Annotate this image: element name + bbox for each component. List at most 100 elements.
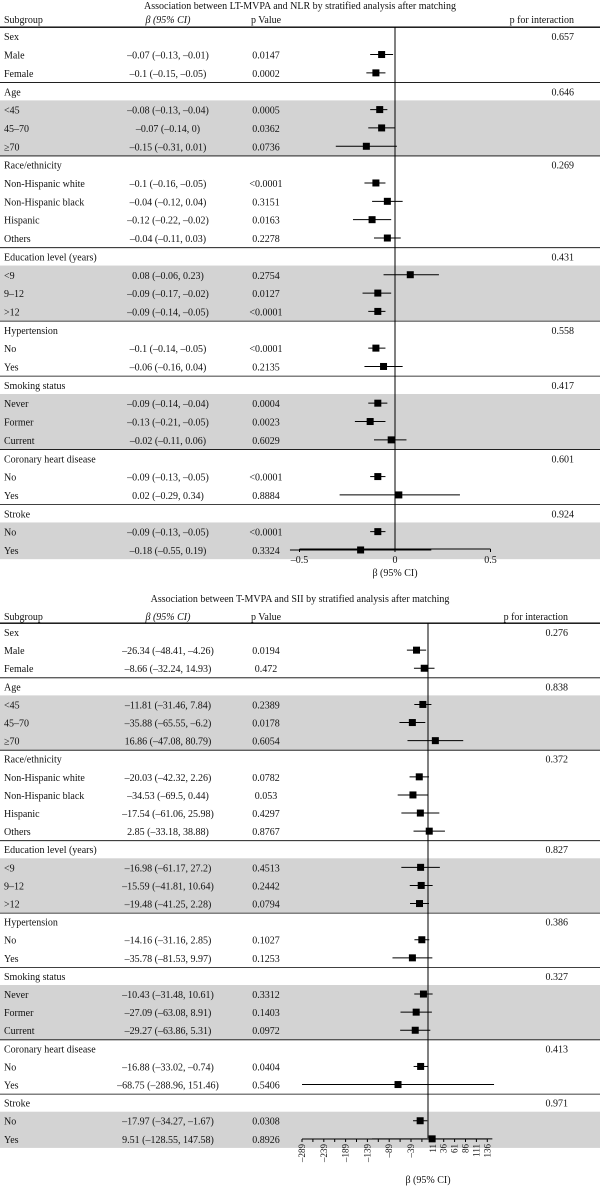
header-beta: β (95% CI): [145, 612, 192, 623]
x-tick-label: 86: [460, 1144, 470, 1154]
point-estimate: [417, 863, 425, 871]
beta-ci-text: 16.86 (–47.08, 80.79): [125, 737, 212, 748]
p-value: 0.0004: [252, 399, 280, 410]
beta-ci-text: –0.04 (–0.11, 0.03): [129, 234, 206, 245]
header-interaction: p for interaction: [504, 612, 568, 623]
beta-ci-text: –68.75 (–288.96, 151.46): [116, 1081, 219, 1092]
subgroup-label: <45: [4, 700, 20, 711]
subgroup-label: Hispanic: [4, 809, 40, 820]
group-label: Age: [4, 87, 21, 98]
subgroup-label: <45: [4, 106, 20, 117]
beta-ci-text: –0.07 (–0.13, –0.01): [126, 51, 209, 62]
table-rows: Sex 0.657 Male –0.07 (–0.13, –0.01) 0.0147 Fe…: [0, 26, 600, 560]
beta-ci-text: 9.51 (–128.55, 147.58): [122, 1135, 214, 1146]
subgroup-label: 45–70: [4, 719, 29, 730]
p-value: 0.5406: [252, 1081, 280, 1092]
point-estimate: [416, 900, 424, 908]
group-label: Race/ethnicity: [4, 755, 62, 766]
interaction-p-value: 0.558: [552, 326, 575, 337]
p-value: <0.0001: [249, 528, 282, 539]
point-estimate: [418, 936, 426, 944]
p-value: 0.0147: [252, 51, 280, 62]
beta-ci-text: –8.66 (–32.24, 14.93): [124, 664, 212, 675]
p-value: 0.8926: [252, 1135, 280, 1146]
table-header: Subgroup β (95% CI) p Value p for intera…: [4, 612, 568, 623]
beta-ci-text: –0.09 (–0.13, –0.05): [126, 473, 209, 484]
interaction-p-value: 0.372: [546, 755, 569, 766]
point-estimate: [395, 491, 403, 499]
p-value: 0.1027: [252, 936, 280, 947]
interaction-p-value: 0.971: [546, 1099, 569, 1110]
x-tick-label: 61: [450, 1144, 460, 1153]
p-value: 0.0023: [252, 418, 280, 429]
point-estimate: [417, 1062, 425, 1070]
point-estimate: [411, 1026, 419, 1034]
point-estimate: [380, 362, 388, 370]
subgroup-label: 9–12: [4, 881, 24, 892]
subgroup-label: Male: [4, 51, 25, 62]
point-estimate: [394, 1081, 402, 1089]
x-tick-label: 0: [393, 555, 398, 566]
x-tick-label: –289: [297, 1144, 307, 1164]
interaction-p-value: 0.431: [552, 252, 575, 263]
subgroup-label: Male: [4, 646, 25, 657]
x-tick-label: –239: [319, 1144, 329, 1164]
p-value: 0.472: [255, 664, 278, 675]
group-shade: [0, 985, 600, 1040]
p-value: 0.6054: [252, 737, 280, 748]
point-estimate: [374, 473, 382, 481]
beta-ci-text: –16.98 (–61.17, 27.2): [124, 863, 212, 874]
p-value: 0.0005: [252, 106, 280, 117]
subgroup-label: Current: [4, 436, 35, 447]
subgroup-label: Never: [4, 399, 29, 410]
point-estimate: [374, 307, 382, 315]
point-estimate: [372, 179, 380, 187]
table-rows: Sex 0.276 Male –26.34 (–48.41, –4.26) 0.0194…: [0, 622, 600, 1148]
beta-ci-text: –0.13 (–0.21, –0.05): [126, 418, 209, 429]
x-tick-label: 11: [428, 1144, 438, 1153]
beta-ci-text: –0.1 (–0.16, –0.05): [129, 179, 207, 190]
point-estimate: [383, 197, 391, 205]
group-shade: [0, 695, 600, 750]
point-estimate: [374, 289, 382, 297]
interaction-p-value: 0.657: [552, 32, 575, 43]
x-tick-label: 111: [471, 1144, 481, 1157]
p-value: 0.0308: [252, 1117, 280, 1128]
subgroup-label: Non-Hispanic white: [4, 773, 85, 784]
subgroup-label: 45–70: [4, 124, 29, 135]
subgroup-label: Yes: [4, 1135, 19, 1146]
p-value: 0.3324: [252, 546, 280, 557]
subgroup-label: Yes: [4, 363, 19, 374]
beta-ci-text: –14.16 (–31.16, 2.85): [124, 936, 212, 947]
beta-ci-text: –11.81 (–31.46, 7.84): [124, 700, 211, 711]
p-value: <0.0001: [249, 307, 282, 318]
point-estimate: [415, 773, 423, 781]
p-value: 0.0002: [252, 69, 280, 80]
p-value: 0.1253: [252, 954, 280, 965]
point-estimate: [408, 719, 416, 727]
panel-title: Association between LT-MVPA and NLR by s…: [144, 1, 456, 12]
point-estimate: [417, 881, 425, 889]
beta-ci-text: –0.18 (–0.55, 0.19): [129, 546, 207, 557]
point-estimate: [419, 990, 427, 998]
subgroup-label: No: [4, 936, 16, 947]
subgroup-label: Female: [4, 664, 34, 675]
subgroup-label: ≥70: [4, 737, 20, 748]
point-estimate: [368, 216, 376, 224]
interaction-p-value: 0.924: [552, 509, 575, 520]
beta-ci-text: –0.02 (–0.11, 0.06): [129, 436, 206, 447]
beta-ci-text: –17.97 (–34.27, –1.67): [121, 1117, 214, 1128]
point-estimate: [376, 106, 384, 114]
p-value: 0.053: [255, 791, 278, 802]
p-value: 0.0127: [252, 289, 280, 300]
subgroup-label: <9: [4, 863, 15, 874]
p-value: 0.3151: [252, 197, 280, 208]
group-label: Hypertension: [4, 326, 58, 337]
subgroup-label: <9: [4, 271, 15, 282]
point-estimate: [412, 1008, 420, 1016]
p-value: 0.4297: [252, 809, 280, 820]
subgroup-label: Yes: [4, 1081, 19, 1092]
subgroup-label: Yes: [4, 491, 19, 502]
p-value: 0.3312: [252, 990, 280, 1001]
p-value: 0.0782: [252, 773, 280, 784]
